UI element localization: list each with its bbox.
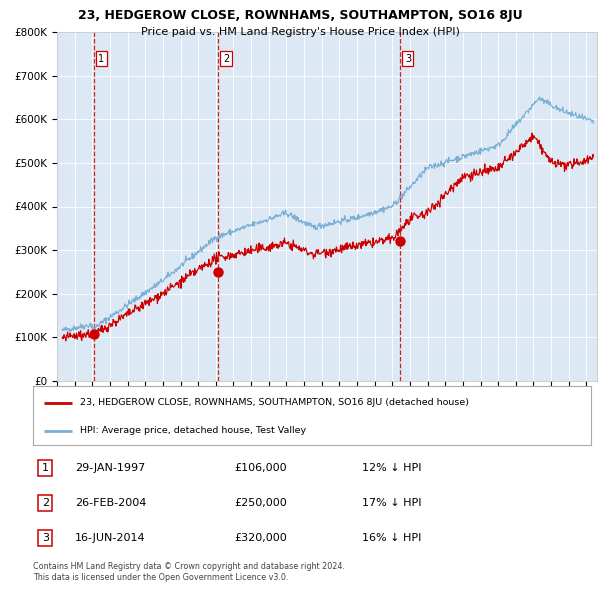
Text: Contains HM Land Registry data © Crown copyright and database right 2024.: Contains HM Land Registry data © Crown c… [33,562,345,571]
Text: 17% ↓ HPI: 17% ↓ HPI [362,498,422,508]
Text: Price paid vs. HM Land Registry's House Price Index (HPI): Price paid vs. HM Land Registry's House … [140,27,460,37]
Text: 16-JUN-2014: 16-JUN-2014 [75,533,145,543]
Text: £320,000: £320,000 [234,533,287,543]
Text: This data is licensed under the Open Government Licence v3.0.: This data is licensed under the Open Gov… [33,573,289,582]
Text: 12% ↓ HPI: 12% ↓ HPI [362,463,422,473]
Text: 23, HEDGEROW CLOSE, ROWNHAMS, SOUTHAMPTON, SO16 8JU (detached house): 23, HEDGEROW CLOSE, ROWNHAMS, SOUTHAMPTO… [80,398,469,408]
Text: 1: 1 [42,463,49,473]
Text: 2: 2 [223,54,229,64]
Text: £106,000: £106,000 [234,463,287,473]
Text: 3: 3 [405,54,411,64]
Text: 29-JAN-1997: 29-JAN-1997 [75,463,145,473]
Text: £250,000: £250,000 [234,498,287,508]
Text: 26-FEB-2004: 26-FEB-2004 [75,498,146,508]
Text: 1: 1 [98,54,104,64]
Text: 3: 3 [42,533,49,543]
Text: HPI: Average price, detached house, Test Valley: HPI: Average price, detached house, Test… [80,426,307,435]
Text: 23, HEDGEROW CLOSE, ROWNHAMS, SOUTHAMPTON, SO16 8JU: 23, HEDGEROW CLOSE, ROWNHAMS, SOUTHAMPTO… [77,9,523,22]
Text: 2: 2 [42,498,49,508]
Text: 16% ↓ HPI: 16% ↓ HPI [362,533,422,543]
